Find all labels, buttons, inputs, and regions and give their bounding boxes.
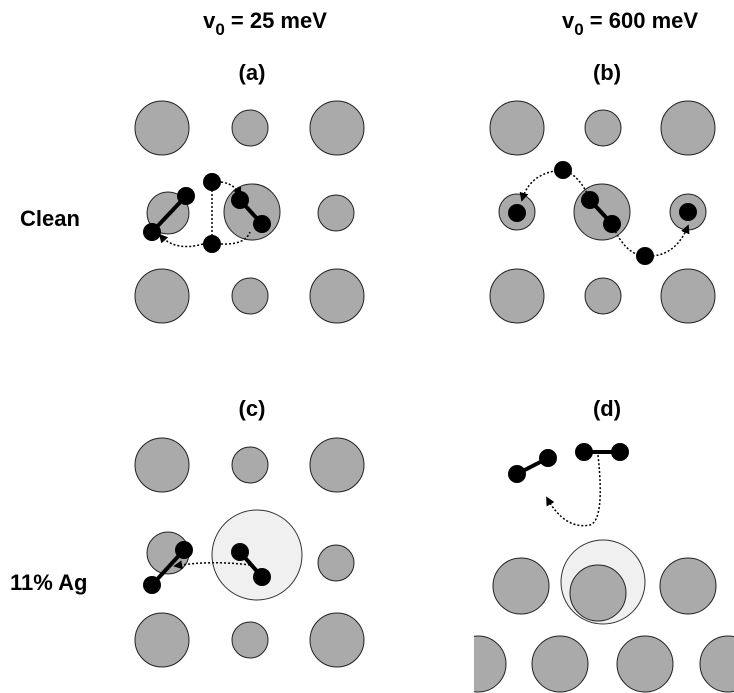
text: v xyxy=(562,8,575,33)
diagram: v0 = 25 meV v0 = 600 meV (a) (b) (c) (d)… xyxy=(0,0,734,693)
text: 0 xyxy=(215,20,224,39)
panel-label: (b) xyxy=(593,60,621,85)
text: 0 xyxy=(574,20,583,39)
text: = 25 meV xyxy=(225,8,327,33)
panel-label: (a) xyxy=(239,60,266,85)
panel-label: (c) xyxy=(239,396,266,421)
panel-label: (d) xyxy=(593,396,621,421)
panel-a xyxy=(135,101,364,323)
text: v xyxy=(203,8,216,33)
row-label: 11% Ag xyxy=(10,570,87,595)
panel-c xyxy=(135,438,364,667)
row-label: Clean xyxy=(20,206,80,231)
text: = 600 meV xyxy=(584,8,699,33)
column-header: v0 = 600 meV xyxy=(562,8,698,39)
column-header: v0 = 25 meV xyxy=(203,8,327,39)
panel-b xyxy=(490,101,715,323)
panel-d xyxy=(450,443,734,692)
